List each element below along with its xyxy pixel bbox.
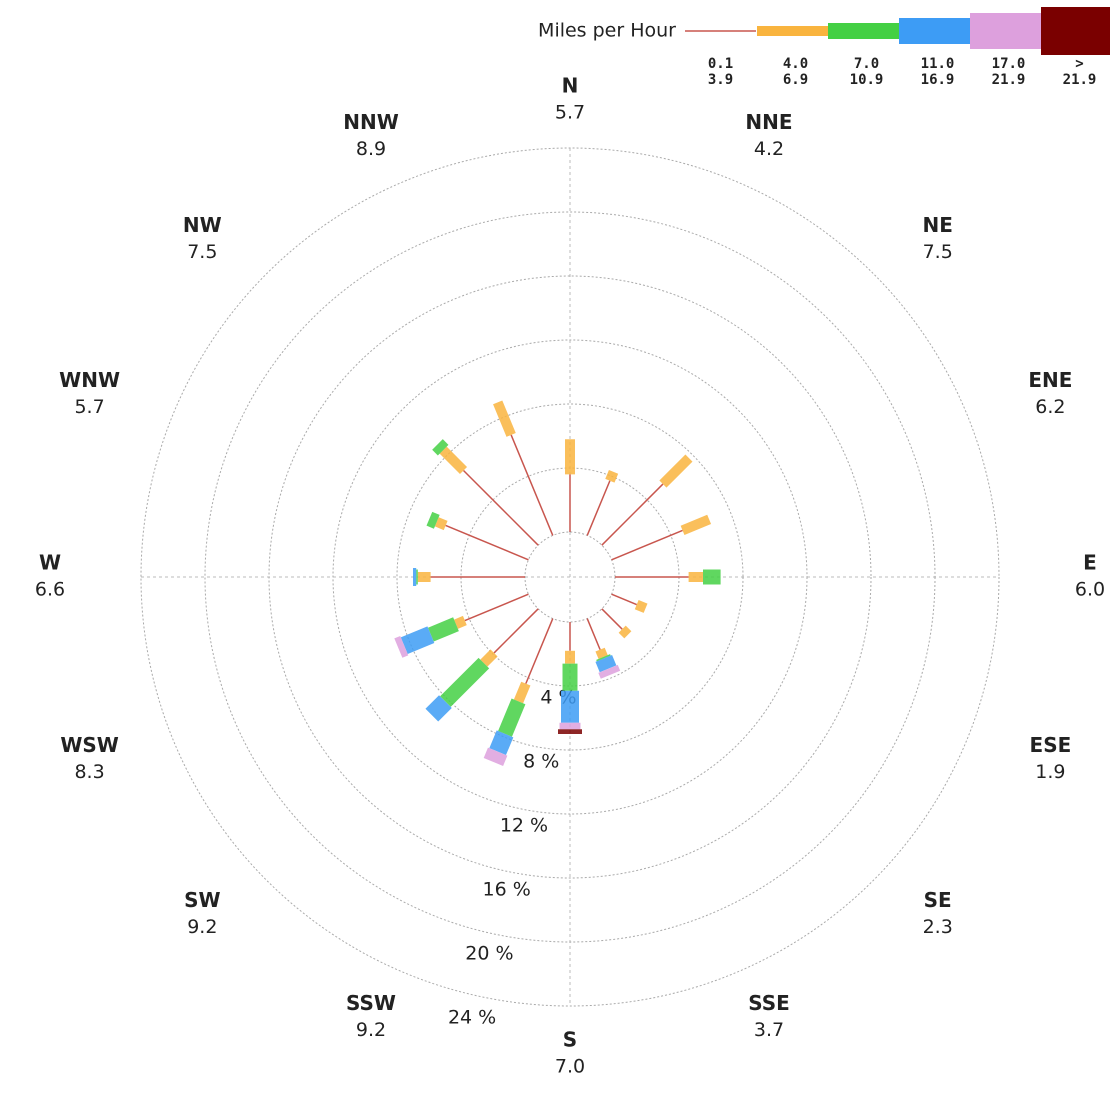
legend-label: 21.9 (992, 72, 1026, 88)
direction-speed: 6.0 (1075, 579, 1105, 601)
grid-ring (204, 211, 936, 943)
direction-label: SE (924, 888, 952, 912)
bar-segment (432, 439, 449, 456)
bar-segment (595, 655, 617, 673)
legend-label: 0.1 (708, 56, 733, 72)
legend-swatch (828, 23, 899, 39)
bar-stem (586, 480, 611, 536)
bar-segment (634, 600, 648, 613)
direction-speed: 9.2 (356, 1019, 386, 1041)
direction-speed: 6.6 (35, 579, 65, 601)
legend-swatch (899, 18, 970, 44)
direction-label: WNW (59, 368, 120, 392)
direction-label: SW (184, 888, 220, 912)
direction-speed: 7.0 (555, 1056, 585, 1078)
legend-label: 6.9 (783, 72, 808, 88)
direction-label: N (562, 74, 579, 98)
direction-label: E (1083, 551, 1097, 575)
direction-label: SSW (346, 991, 396, 1015)
bar-stem (464, 593, 529, 622)
legend-swatch (1041, 7, 1110, 55)
legend-label: 11.0 (921, 56, 955, 72)
direction-label: SSE (748, 991, 790, 1015)
direction-label: W (39, 551, 61, 575)
direction-speed: 5.7 (74, 396, 104, 418)
direction-speed: 7.5 (187, 241, 217, 263)
bar-stem (586, 618, 601, 650)
bar-segment (489, 730, 514, 756)
bar-stem (611, 593, 637, 606)
bar-segment (680, 514, 712, 536)
bar-stem (462, 469, 539, 546)
legend-label: 17.0 (992, 56, 1026, 72)
direction-label: NNW (343, 110, 399, 134)
r-tick-label: 16 % (483, 879, 531, 901)
bar-segment (595, 647, 608, 659)
bar-segment (513, 681, 531, 704)
legend-title: Miles per Hour (538, 20, 676, 42)
direction-speed: 7.5 (923, 241, 953, 263)
direction-label: WSW (60, 733, 119, 757)
direction-speed: 2.3 (923, 916, 953, 938)
legend-swatch (757, 26, 828, 36)
bar-segment (426, 511, 440, 529)
bar-segment (598, 664, 621, 679)
bar-stem (493, 608, 539, 654)
bar-segment (659, 454, 693, 488)
bar-segment (596, 654, 611, 662)
direction-label: NW (183, 213, 222, 237)
direction-speed: 8.3 (74, 761, 104, 783)
legend-label: 10.9 (850, 72, 884, 88)
grid-ring (268, 275, 872, 879)
bar-segment (480, 649, 498, 667)
legend-label: 7.0 (854, 56, 879, 72)
bar-segment (454, 615, 467, 629)
direction-label: ENE (1028, 368, 1072, 392)
r-tick-label: 8 % (523, 751, 559, 773)
grid-ring (140, 147, 1000, 1007)
direction-speed: 4.2 (754, 138, 784, 160)
legend-label: 4.0 (783, 56, 808, 72)
bar-segment (400, 626, 435, 654)
bar-segment (605, 469, 619, 483)
direction-speed: 1.9 (1035, 761, 1065, 783)
legend-label: 3.9 (708, 72, 733, 88)
bar-segment (440, 657, 490, 707)
bar-stem (510, 434, 554, 536)
bar-stem (445, 524, 529, 561)
r-tick-label: 20 % (465, 943, 513, 965)
grid-ring (332, 339, 808, 815)
direction-speed: 5.7 (555, 102, 585, 124)
direction-speed: 8.9 (356, 138, 386, 160)
grid-ring (396, 403, 744, 751)
direction-speed: 3.7 (754, 1019, 784, 1041)
legend-label: 16.9 (921, 72, 955, 88)
direction-label: ESE (1030, 733, 1072, 757)
bar-segment (427, 617, 459, 642)
bar-stem (601, 483, 664, 546)
bar-stem (601, 608, 623, 630)
bar-segment (434, 517, 448, 531)
bar-segment (498, 698, 526, 737)
bar-stem (525, 618, 554, 684)
bar-segment (439, 446, 468, 475)
r-tick-label: 24 % (448, 1007, 496, 1029)
direction-speed: 6.2 (1035, 396, 1065, 418)
legend-swatch (970, 13, 1041, 49)
bar-stem (611, 529, 683, 561)
direction-label: NE (922, 213, 952, 237)
bar-segment (483, 747, 508, 766)
bar-segment (425, 695, 452, 722)
direction-label: S (563, 1028, 577, 1052)
r-tick-label: 12 % (500, 815, 548, 837)
legend-label: 21.9 (1063, 72, 1097, 88)
legend-label: > (1075, 56, 1083, 72)
direction-speed: 9.2 (187, 916, 217, 938)
bar-segment (493, 400, 516, 437)
bar-segment (618, 625, 632, 639)
bar-segment (394, 635, 409, 658)
direction-label: NNE (745, 110, 792, 134)
